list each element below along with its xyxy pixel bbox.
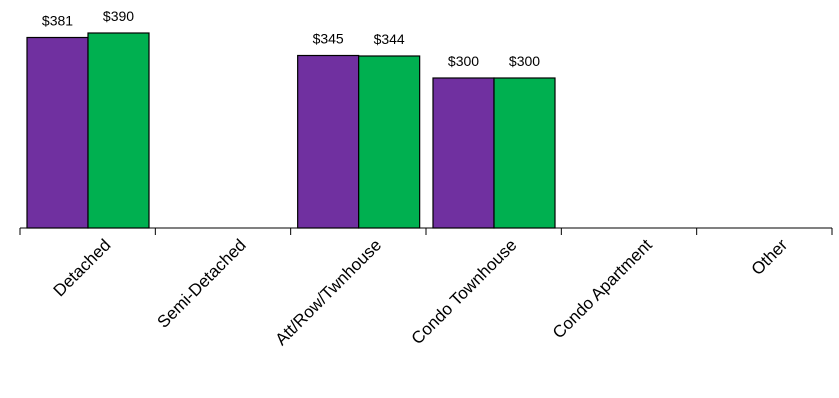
- category-labels-group: Detached Semi-Detached Att/Row/Twnhouse Con…: [50, 235, 792, 349]
- bars-group: [26, 32, 556, 229]
- data-labels-group: $381 $345 $300 $390 $344 $300: [42, 8, 540, 69]
- bar-att-row-twnhouse-series-2: [358, 55, 421, 229]
- x-tick-label: Condo Apartment: [549, 235, 656, 342]
- x-tick-label: Other: [748, 235, 792, 279]
- x-tick-label: Condo Townhouse: [408, 235, 521, 348]
- bar-att-row-twnhouse-series-1: [297, 54, 360, 229]
- bar-detached-series-2: [87, 32, 150, 229]
- x-axis: [19, 227, 833, 235]
- bar-detached-series-1: [26, 36, 89, 229]
- data-label: $345: [313, 31, 344, 47]
- data-label: $390: [103, 8, 134, 24]
- data-label: $300: [509, 53, 540, 69]
- bar-condo-townhouse-series-1: [432, 77, 495, 229]
- data-label: $344: [374, 31, 405, 47]
- x-tick-label: Detached: [50, 235, 115, 300]
- bar-condo-townhouse-series-2: [493, 77, 556, 229]
- data-label: $381: [42, 13, 73, 29]
- x-tick-label: Semi-Detached: [154, 235, 250, 331]
- x-tick-label: Att/Row/Twnhouse: [271, 235, 385, 349]
- data-label: $300: [448, 53, 479, 69]
